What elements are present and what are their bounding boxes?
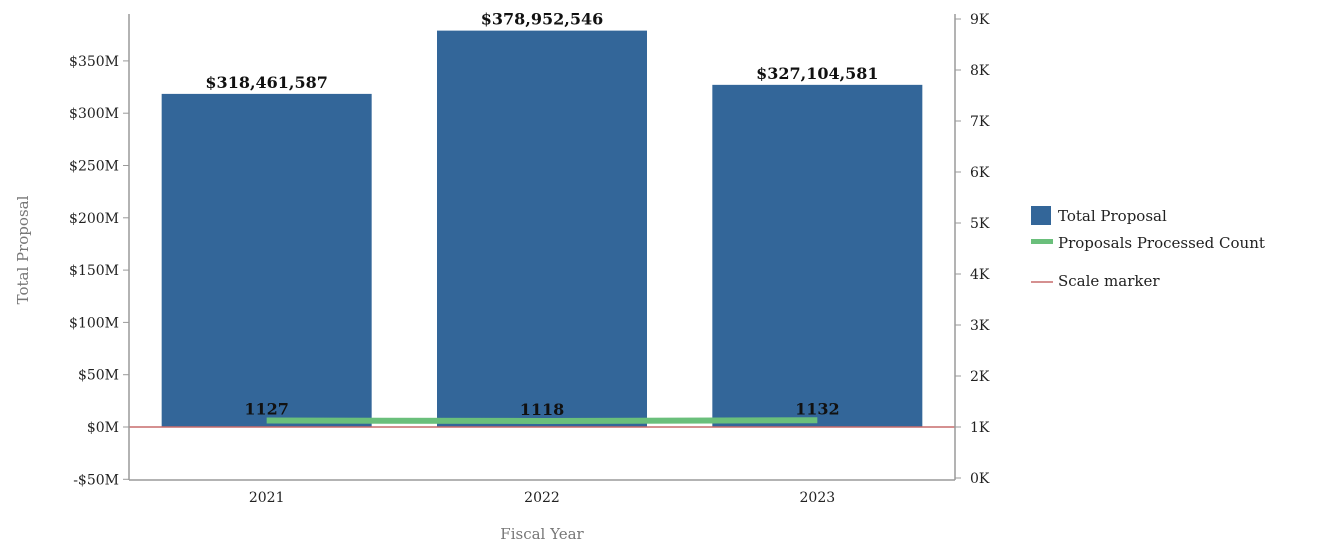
- right-tick-label: 4K: [970, 267, 990, 283]
- right-tick-label: 6K: [970, 165, 990, 181]
- processed-count-line: [266, 417, 818, 424]
- bar-2021[interactable]: [161, 93, 372, 427]
- right-tick-label: 1K: [970, 420, 990, 436]
- left-tick-label: $200M: [69, 211, 119, 227]
- count-value-label: 1118: [520, 400, 565, 419]
- labels-layer: $318,461,587 $378,952,546 $327,104,581 1127…: [205, 10, 878, 419]
- legend-swatch-total-proposal: [1031, 206, 1051, 225]
- bar-value-label: $318,461,587: [205, 73, 327, 92]
- bars-layer: [161, 30, 923, 428]
- left-tick-label: $250M: [69, 159, 119, 175]
- right-tick-label: 7K: [970, 114, 990, 130]
- bar-2023[interactable]: [712, 84, 923, 428]
- bar-2022[interactable]: [437, 30, 647, 428]
- legend-label: Scale marker: [1058, 272, 1160, 290]
- left-tick-label: $350M: [69, 54, 119, 70]
- legend-label: Proposals Processed Count: [1058, 234, 1265, 252]
- y-axis-title: Total Proposal: [14, 195, 32, 304]
- bar-value-label: $378,952,546: [481, 10, 603, 29]
- right-tick-label: 8K: [970, 63, 990, 79]
- right-tick-label: 9K: [970, 12, 990, 28]
- x-tick-label: 2023: [800, 490, 836, 506]
- left-tick-label: $50M: [78, 368, 119, 384]
- right-tick-label: 2K: [970, 369, 990, 385]
- left-tick-label: $0M: [87, 420, 119, 436]
- count-value-label: 1132: [795, 399, 840, 418]
- legend-label: Total Proposal: [1058, 207, 1167, 225]
- right-tick-label: 3K: [970, 318, 990, 334]
- legend: Total Proposal Proposals Processed Count S…: [1031, 206, 1265, 290]
- left-tick-label: $300M: [69, 106, 119, 122]
- x-tick-label: 2022: [524, 490, 560, 506]
- right-tick-label: 5K: [970, 216, 990, 232]
- x-axis-title: Fiscal Year: [500, 525, 584, 543]
- x-tick-label: 2021: [249, 490, 285, 506]
- lines-layer: [129, 417, 955, 428]
- left-tick-label: $100M: [69, 315, 119, 331]
- left-tick-label: -$50M: [73, 472, 119, 488]
- left-tick-label: $150M: [69, 263, 119, 279]
- legend-swatch-processed-count: [1031, 239, 1053, 244]
- bar-value-label: $327,104,581: [756, 64, 878, 83]
- count-value-label: 1127: [244, 400, 289, 419]
- axes-layer: -$50M $0M $50M $100M $150M $200M $250M $300M $35…: [14, 12, 990, 543]
- right-tick-label: 0K: [970, 471, 990, 487]
